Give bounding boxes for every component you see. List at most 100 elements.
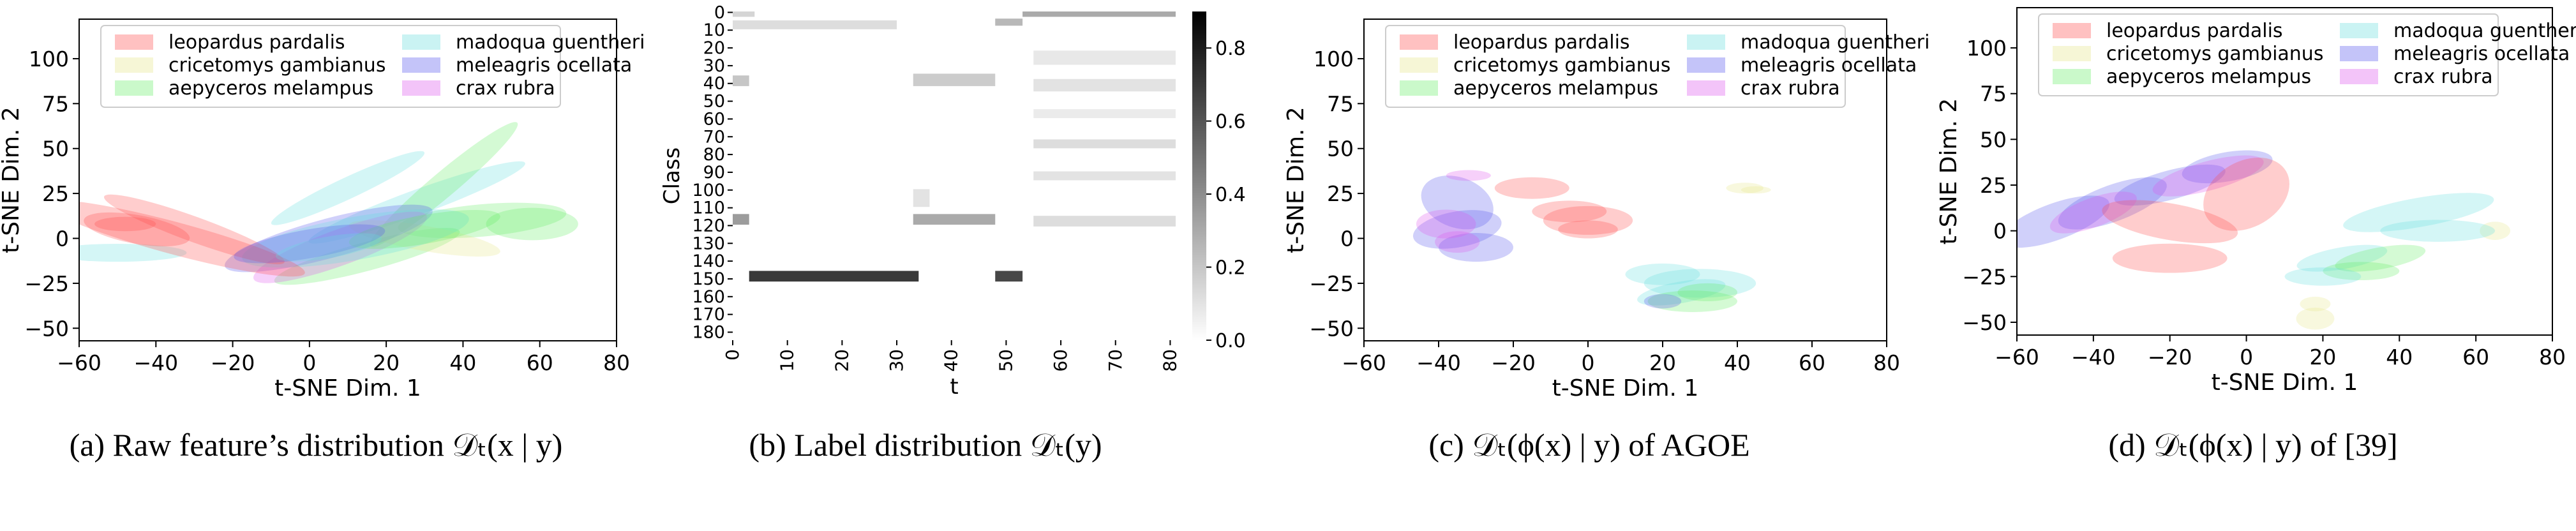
- density-ellipse: [2380, 220, 2496, 242]
- legend-swatch: [1687, 57, 1725, 73]
- y-tick-label: 180: [692, 322, 725, 342]
- x-tick-label: 60: [1050, 349, 1071, 372]
- density-ellipse: [2343, 193, 2494, 232]
- plot-frame: [2016, 7, 2553, 336]
- density-ellipse: [274, 228, 460, 285]
- y-tick-label: 140: [692, 251, 725, 271]
- density-ellipse: [2049, 191, 2137, 234]
- density-ellipse: [1677, 283, 1737, 302]
- caption-a: (a) Raw feature’s distribution 𝒟ₜ(x | y): [69, 427, 563, 463]
- y-tick-label: 100: [692, 181, 725, 200]
- density-ellipse: [1435, 231, 1480, 253]
- density-ellipse: [486, 207, 578, 241]
- x-tick-label: 30: [886, 349, 907, 372]
- y-tick-label: 40: [703, 74, 725, 94]
- density-ellipse: [348, 220, 500, 257]
- colorbar-tick-label: 0.4: [1215, 184, 1246, 206]
- y-tick-label: 75: [1327, 91, 1354, 116]
- legend-swatch: [1687, 80, 1725, 96]
- density-ellipse: [103, 194, 285, 265]
- legend-box: [100, 25, 561, 108]
- x-tick-label: 80: [1873, 350, 1900, 375]
- density-ellipse: [234, 224, 386, 264]
- x-tick-label: 20: [1649, 350, 1676, 375]
- y-tick-label: 60: [703, 109, 725, 129]
- heatmap-panel: 0 10 20 30 40 50 60 70 8001020304050607080901001…: [659, 3, 1246, 400]
- x-tick-label: −60: [57, 350, 101, 375]
- scatter-panel-2: −60 −40 −20 0 20 40 60 80 −50 −25 0 25 50 75 100 t-SNE …: [1283, 19, 1929, 401]
- density-ellipse: [1644, 294, 1682, 309]
- density-ellipse: [1543, 206, 1633, 235]
- heatmap-cell: [1022, 11, 1176, 17]
- density-ellipse: [308, 161, 525, 244]
- y-tick-label: 150: [692, 269, 725, 289]
- legend-box: [1385, 25, 1846, 108]
- legend-label: crax rubra: [1741, 77, 1840, 100]
- density-ellipse: [84, 212, 190, 246]
- heatmap-cell: [913, 189, 930, 207]
- density-ellipse: [79, 200, 305, 277]
- x-axis-label: t-SNE Dim. 1: [1552, 375, 1699, 401]
- density-ellipse: [348, 209, 500, 249]
- legend-label: cricetomys gambianus: [1453, 54, 1670, 77]
- y-tick-label: 30: [703, 56, 725, 76]
- y-tick-label: 10: [703, 20, 725, 40]
- x-tick-label: 0: [722, 349, 743, 361]
- heatmap-cell: [733, 20, 897, 29]
- scatter-panel-3: −60 −40 −20 0 20 40 60 80 −50 −25 0 25 50 75 100 t-SNE …: [1936, 7, 2576, 396]
- legend-swatch: [402, 34, 440, 50]
- ellipse-group: [79, 122, 578, 285]
- heatmap-cell: [733, 75, 749, 86]
- legend-label: leopardus pardalis: [1453, 31, 1630, 54]
- y-axis-label: t-SNE Dim. 2: [1936, 98, 1962, 245]
- heatmap-cell: [1033, 139, 1176, 149]
- x-tick-label: 80: [1159, 349, 1180, 372]
- density-ellipse: [2284, 267, 2362, 286]
- legend-swatch: [1687, 34, 1725, 50]
- density-ellipse: [1416, 209, 1476, 239]
- density-ellipse: [79, 243, 187, 262]
- density-ellipse: [2102, 200, 2238, 244]
- x-tick-label: 0: [1582, 350, 1595, 375]
- x-axis-label: t: [950, 374, 958, 400]
- heatmap-cell: [995, 271, 1023, 282]
- colorbar-tick-label: 0.0: [1215, 330, 1246, 352]
- x-tick-label: 20: [831, 349, 852, 372]
- legend-swatch: [2053, 69, 2091, 84]
- y-tick-label: 75: [1980, 82, 2007, 107]
- x-tick-label: 40: [2386, 345, 2413, 370]
- legend-swatch: [2340, 69, 2378, 84]
- y-axis-label: t-SNE Dim. 2: [0, 107, 24, 253]
- y-axis-label: Class: [659, 147, 685, 204]
- density-ellipse: [2335, 244, 2426, 272]
- y-tick-label: 110: [692, 198, 725, 218]
- x-tick-label: 60: [1799, 350, 1825, 375]
- legend-swatch: [2340, 23, 2378, 38]
- heatmap-cell: [749, 271, 919, 282]
- x-tick-label: −40: [2071, 345, 2116, 370]
- x-tick-label: −40: [133, 350, 178, 375]
- y-tick-label: 120: [692, 216, 725, 236]
- legend-swatch: [2053, 23, 2091, 38]
- density-ellipse: [275, 233, 382, 262]
- legend-label: madoqua guentheri: [2393, 20, 2576, 42]
- x-tick-label: 10: [777, 349, 798, 372]
- y-axis-label: t-SNE Dim. 2: [1283, 107, 1309, 253]
- x-tick-label: 60: [2462, 345, 2489, 370]
- ellipse-group: [1412, 170, 1771, 312]
- legend-label: aepyceros melampus: [2106, 66, 2311, 88]
- legend-label: aepyceros melampus: [168, 77, 373, 100]
- x-tick-label: 60: [527, 350, 553, 375]
- density-ellipse: [1421, 176, 1494, 230]
- density-ellipse: [1726, 183, 1764, 194]
- density-ellipse: [2296, 308, 2335, 330]
- x-tick-label: 40: [941, 349, 962, 372]
- x-tick-label: 70: [1105, 349, 1126, 372]
- legend-label: crax rubra: [456, 77, 555, 100]
- colorbar: [1192, 11, 1206, 340]
- x-tick-label: −60: [1342, 350, 1386, 375]
- density-ellipse: [1446, 170, 1491, 181]
- x-tick-label: −20: [211, 350, 255, 375]
